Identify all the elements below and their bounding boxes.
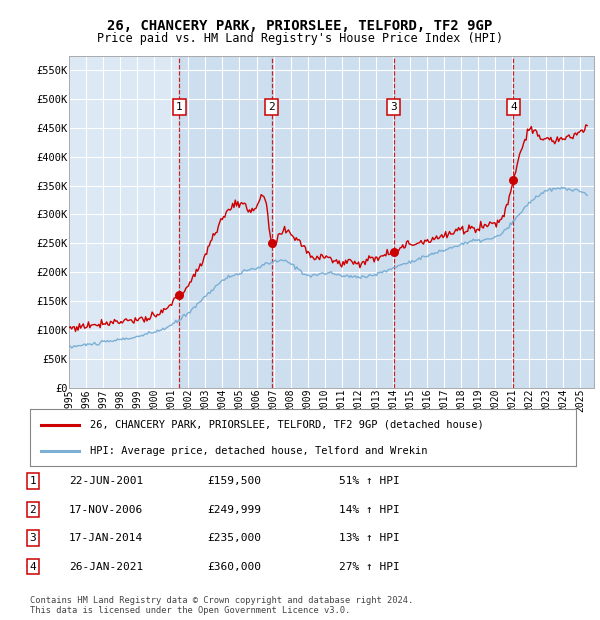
Text: 3: 3 <box>29 533 37 543</box>
Bar <box>394 56 514 388</box>
Text: 26, CHANCERY PARK, PRIORSLEE, TELFORD, TF2 9GP: 26, CHANCERY PARK, PRIORSLEE, TELFORD, T… <box>107 19 493 33</box>
Text: 27% ↑ HPI: 27% ↑ HPI <box>339 562 400 572</box>
Text: 3: 3 <box>390 102 397 112</box>
Text: 14% ↑ HPI: 14% ↑ HPI <box>339 505 400 515</box>
Text: Price paid vs. HM Land Registry's House Price Index (HPI): Price paid vs. HM Land Registry's House … <box>97 32 503 45</box>
Text: 26, CHANCERY PARK, PRIORSLEE, TELFORD, TF2 9GP (detached house): 26, CHANCERY PARK, PRIORSLEE, TELFORD, T… <box>90 420 484 430</box>
Text: HPI: Average price, detached house, Telford and Wrekin: HPI: Average price, detached house, Telf… <box>90 446 428 456</box>
Text: £249,999: £249,999 <box>207 505 261 515</box>
Bar <box>179 56 271 388</box>
Text: £159,500: £159,500 <box>207 476 261 486</box>
Text: 17-NOV-2006: 17-NOV-2006 <box>69 505 143 515</box>
Text: 4: 4 <box>29 562 37 572</box>
Text: £235,000: £235,000 <box>207 533 261 543</box>
Text: 13% ↑ HPI: 13% ↑ HPI <box>339 533 400 543</box>
Text: 51% ↑ HPI: 51% ↑ HPI <box>339 476 400 486</box>
Text: £360,000: £360,000 <box>207 562 261 572</box>
Text: 22-JUN-2001: 22-JUN-2001 <box>69 476 143 486</box>
Text: 4: 4 <box>510 102 517 112</box>
Bar <box>271 56 394 388</box>
Bar <box>514 56 594 388</box>
Text: 1: 1 <box>29 476 37 486</box>
Text: 2: 2 <box>268 102 275 112</box>
Text: 26-JAN-2021: 26-JAN-2021 <box>69 562 143 572</box>
Text: 1: 1 <box>176 102 182 112</box>
Text: 17-JAN-2014: 17-JAN-2014 <box>69 533 143 543</box>
Text: 2: 2 <box>29 505 37 515</box>
Text: Contains HM Land Registry data © Crown copyright and database right 2024.
This d: Contains HM Land Registry data © Crown c… <box>30 596 413 615</box>
